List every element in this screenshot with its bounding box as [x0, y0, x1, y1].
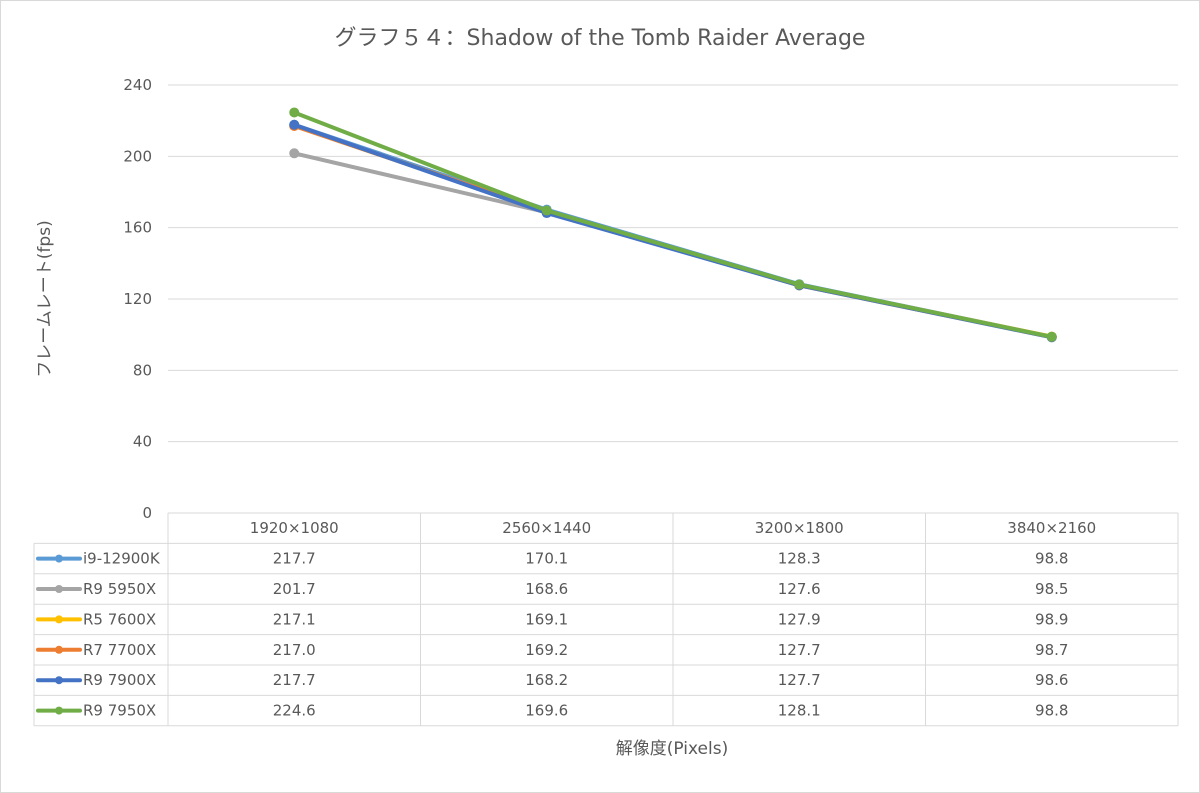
- legend-marker-key: [55, 554, 63, 563]
- data-cell: 127.9: [778, 610, 821, 628]
- legend-series-label: R9 7900X: [83, 671, 156, 689]
- data-cell: 217.7: [273, 671, 316, 689]
- series-lines: [289, 107, 1057, 343]
- data-cell: 169.2: [525, 641, 568, 659]
- series-line-group: [289, 107, 1057, 342]
- series-line: [292, 110, 1054, 339]
- legend-marker-key: [55, 676, 63, 685]
- data-point: [289, 148, 300, 159]
- data-cell: 224.6: [273, 702, 316, 720]
- legend-marker-key: [55, 706, 63, 715]
- data-point: [289, 119, 300, 130]
- legend-series-label: R7 7700X: [83, 641, 156, 659]
- legend-series-label: R5 7600X: [83, 610, 156, 628]
- data-cell: 217.1: [273, 610, 316, 628]
- x-category-label: 2560×1440: [502, 519, 591, 537]
- data-cell: 201.7: [273, 580, 316, 598]
- y-tick-label: 0: [142, 504, 152, 522]
- x-axis-title: 解像度(Pixels): [616, 739, 728, 759]
- legend-series-label: R9 7950X: [83, 702, 156, 720]
- data-point: [289, 107, 300, 118]
- data-cell: 217.7: [273, 550, 316, 568]
- y-tick-label: 160: [123, 219, 152, 237]
- y-tick-label: 40: [133, 433, 152, 451]
- chart-title: グラフ５４：Shadow of the Tomb Raider Average: [335, 26, 866, 51]
- x-category-label: 3840×2160: [1007, 519, 1096, 537]
- legend-series-label: i9-12900K: [83, 550, 161, 568]
- y-tick-label: 200: [123, 147, 152, 165]
- data-cell: 98.7: [1035, 641, 1068, 659]
- data-cell: 98.8: [1035, 550, 1068, 568]
- data-cell: 128.3: [778, 550, 821, 568]
- data-cell: 128.1: [778, 702, 821, 720]
- x-category-label: 1920×1080: [250, 519, 339, 537]
- x-category-label: 3200×1800: [755, 519, 844, 537]
- series-line-group: [289, 119, 1057, 342]
- data-point: [794, 279, 805, 290]
- data-cell: 127.7: [778, 671, 821, 689]
- data-cell: 127.7: [778, 641, 821, 659]
- data-table: 1920×1080 2560×1440 3200×1800 3840×2160 i9-1…: [33, 512, 1179, 727]
- data-cell: 168.2: [525, 671, 568, 689]
- data-cell: 127.6: [778, 580, 821, 598]
- y-tick-label: 80: [133, 361, 152, 379]
- gridlines: [168, 84, 1178, 443]
- y-axis-tick-labels: 0 40 80 120 160 200 240: [123, 76, 152, 522]
- y-tick-label: 240: [123, 76, 152, 94]
- data-cell: 98.8: [1035, 702, 1068, 720]
- legend-marker-key: [55, 645, 63, 654]
- legend-marker-key: [55, 585, 63, 593]
- data-cell: 98.6: [1035, 671, 1068, 689]
- data-cell: 169.6: [525, 702, 568, 720]
- legend-series-label: R9 5950X: [83, 580, 156, 598]
- data-cell: 98.9: [1035, 610, 1068, 628]
- data-point: [1046, 331, 1057, 342]
- data-cell: 168.6: [525, 580, 568, 598]
- data-cell: 98.5: [1035, 580, 1068, 598]
- legend-marker-key: [55, 615, 63, 624]
- data-cell: 169.1: [525, 610, 568, 628]
- data-cell: 217.0: [273, 641, 316, 659]
- data-point: [541, 205, 552, 216]
- y-axis-title: フレームレート(fps): [35, 220, 55, 377]
- data-cell: 170.1: [525, 550, 568, 568]
- y-tick-label: 120: [123, 290, 152, 308]
